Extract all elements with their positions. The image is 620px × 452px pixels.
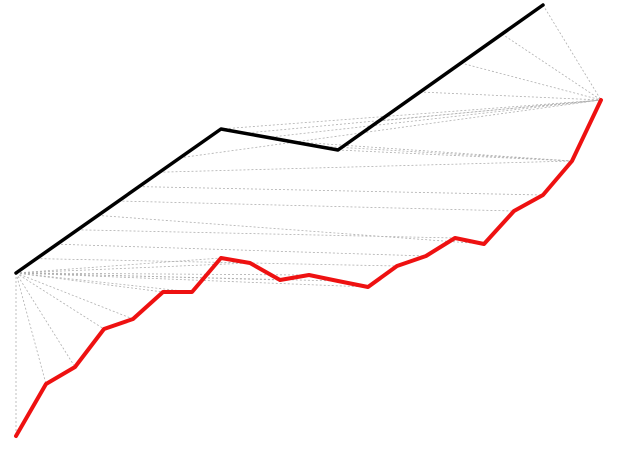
alignment-link — [337, 149, 573, 162]
alignment-link — [378, 99, 602, 122]
alignment-link — [15, 272, 310, 276]
alignment-link — [15, 262, 251, 274]
alignment-link — [220, 99, 602, 130]
alignment-link — [179, 99, 602, 159]
alignment-link — [542, 4, 602, 101]
alignment-link — [15, 272, 193, 293]
alignment-link — [267, 99, 602, 138]
alignment-link — [15, 272, 134, 320]
alignment-link — [15, 272, 105, 330]
query-series-group — [14, 98, 603, 438]
reference-series-group — [14, 3, 545, 275]
reference-series-line — [14, 3, 545, 275]
alignment-link — [291, 141, 573, 162]
alignment-link — [501, 33, 602, 101]
alignment-link — [159, 160, 573, 173]
alignment-link — [460, 62, 602, 101]
alignment-link — [118, 200, 515, 212]
alignment-link — [138, 186, 544, 196]
alignment-link — [314, 145, 573, 162]
alignment-link — [77, 229, 456, 239]
alignment-link — [15, 272, 164, 293]
alignment-links-group — [15, 4, 602, 436]
alignment-link — [15, 272, 76, 368]
alignment-link — [15, 272, 369, 288]
alignment-link — [15, 272, 47, 385]
alignment-link — [56, 243, 427, 257]
alignment-link — [97, 215, 485, 245]
alignment-link — [15, 257, 222, 274]
query-series-line — [14, 98, 603, 438]
